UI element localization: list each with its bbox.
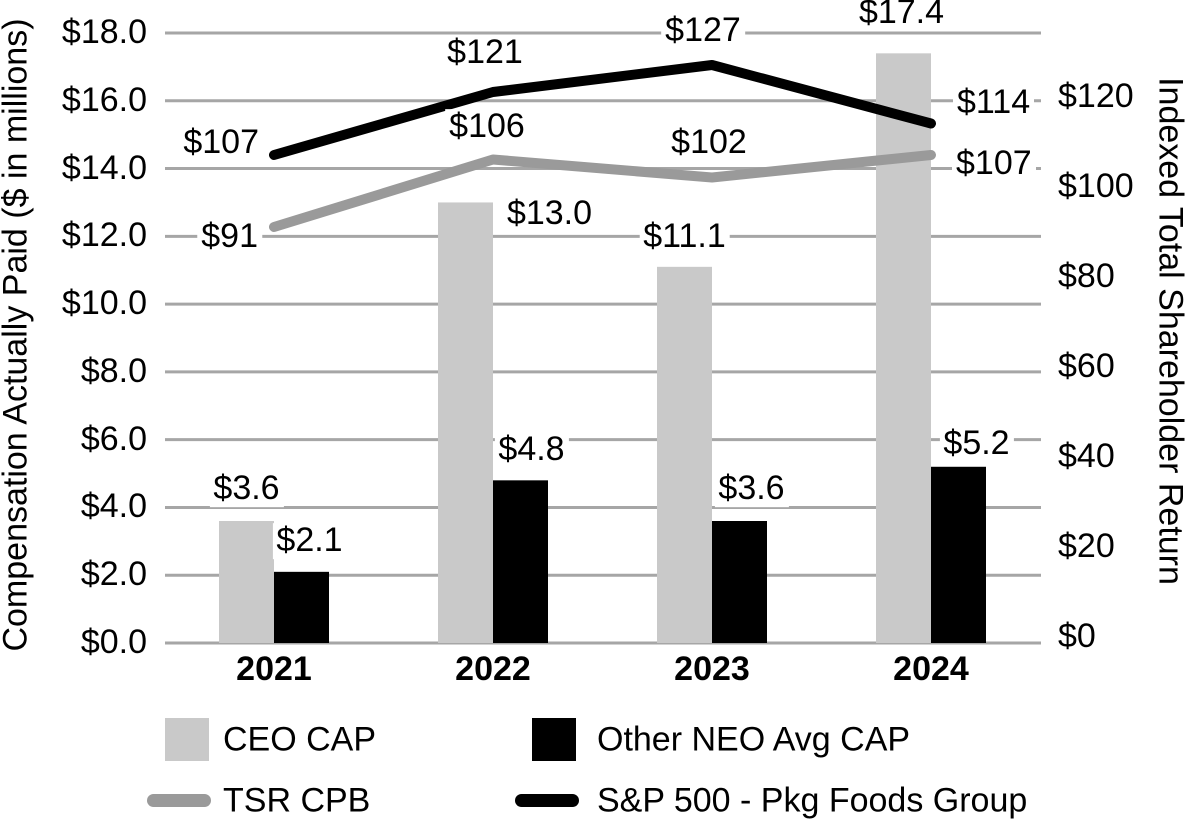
legend-label-other-neo-avg-cap: Other NEO Avg CAP: [597, 720, 911, 759]
legend-swatch-other-neo-avg-cap: [532, 718, 576, 761]
bar-ceo-cap-2022: [438, 202, 493, 643]
bar-ceo-cap-2023: [657, 266, 712, 643]
legend-label-sp500-pkg-foods-group: S&P 500 - Pkg Foods Group: [597, 781, 1028, 820]
legend-label-ceo-cap: CEO CAP: [223, 720, 377, 759]
bar-other-neo-avg-cap-2023: [712, 521, 767, 643]
line-tsr-cpb: [269, 150, 936, 232]
left-axis-title: Compensation Actually Paid ($ in million…: [0, 18, 35, 652]
line-s-p-500-pkg-foods-group: [269, 60, 936, 160]
legend-swatch-ceo-cap: [165, 718, 209, 761]
right-axis-title: Indexed Total Shareholder Return: [1151, 77, 1189, 585]
legend-swatch-tsr-cpb: [147, 794, 211, 807]
bar-other-neo-avg-cap-2024: [931, 466, 986, 643]
legend-label-tsr-cpb: TSR CPB: [223, 781, 371, 820]
bar-ceo-cap-2024: [876, 53, 931, 644]
bar-other-neo-avg-cap-2021: [274, 571, 329, 643]
bar-ceo-cap-2021: [219, 521, 274, 643]
legend-swatch-sp500-pkg-foods-group: [515, 794, 579, 807]
bar-other-neo-avg-cap-2022: [493, 480, 548, 643]
